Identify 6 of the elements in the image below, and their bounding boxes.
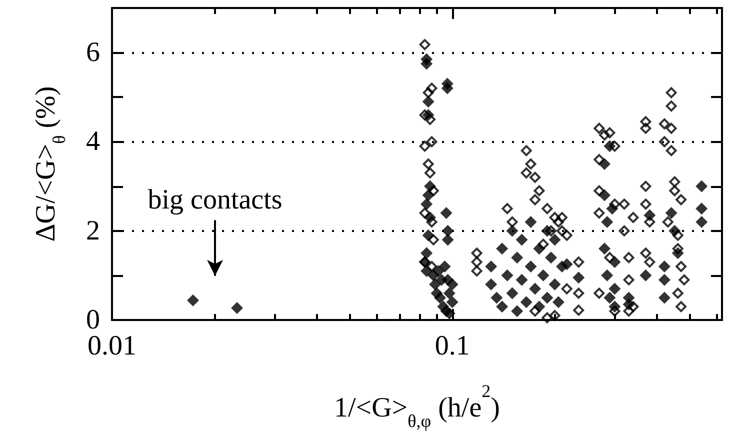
y-tick-label: 2 [86, 215, 100, 246]
y-axis-title: ΔG/<G>θ (%) [30, 86, 69, 242]
y-tick-label: 4 [86, 126, 100, 158]
y-tick-label: 6 [86, 37, 100, 68]
x-tick-label: 0.1 [434, 330, 470, 362]
annotation: big contacts [148, 184, 282, 216]
